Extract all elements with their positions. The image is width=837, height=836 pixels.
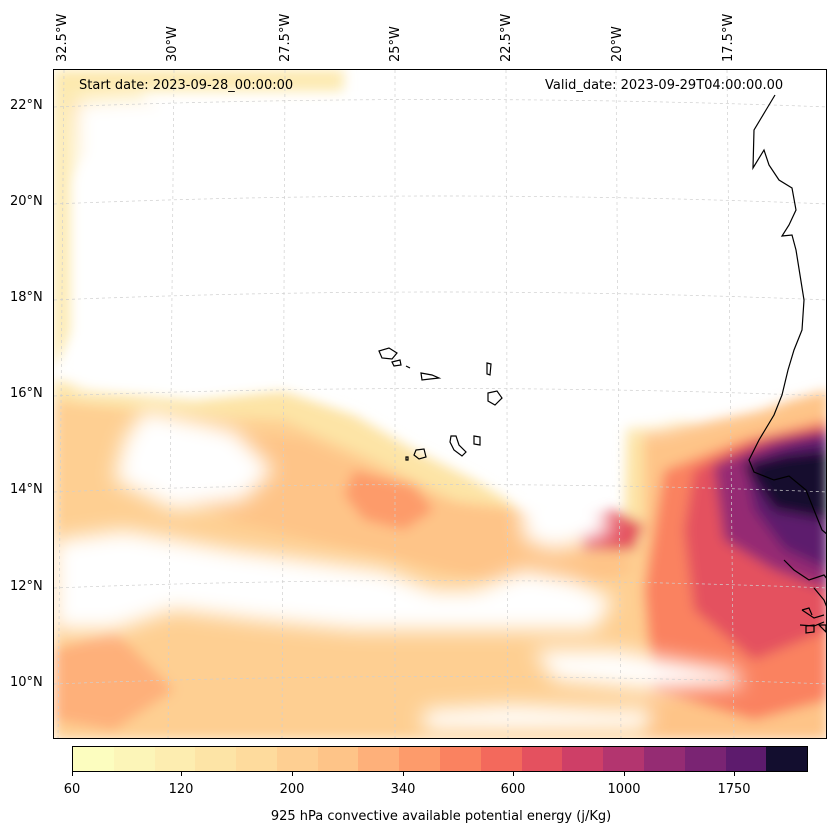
- island-fogo: [413, 448, 427, 460]
- lat-label-12n: 12°N: [10, 579, 43, 594]
- colorbar-bin-6: [317, 747, 359, 771]
- lat-label-14n: 14°N: [10, 482, 43, 497]
- colorbar-tick-1750: 1750: [717, 782, 751, 797]
- bijagos-islands: [801, 607, 826, 634]
- lon-label-17-5w: 17.5°W: [721, 13, 736, 62]
- lat-label-18n: 18°N: [10, 290, 43, 305]
- colorbar-tick-120: 120: [168, 782, 194, 797]
- lat-label-16n: 16°N: [10, 386, 43, 401]
- no-data-band-1: [114, 410, 274, 510]
- colorbar-bin-3: [195, 747, 237, 771]
- no-data-gap-east: [519, 490, 614, 550]
- island-sao-nicolau: [420, 372, 442, 381]
- colorbar-bin-2: [154, 747, 196, 771]
- cape-region-sw: [54, 630, 174, 730]
- lon-label-30w: 30°W: [165, 26, 180, 62]
- colorbar-bin-13: [603, 747, 644, 771]
- colorbar-bin-17: [766, 747, 808, 771]
- graticule: [54, 70, 826, 738]
- colorbar-tick-60: 60: [63, 782, 81, 797]
- island-boa-vista: [487, 390, 503, 406]
- cape-field-svg: [54, 70, 826, 738]
- valid-date-label: Valid_date: 2023-09-29T04:00:00.00: [545, 78, 784, 93]
- lon-label-27-5w: 27.5°W: [278, 13, 293, 62]
- colorbar-bin-5: [276, 747, 318, 771]
- no-data-band-2: [54, 530, 614, 630]
- lon-label-25w: 25°W: [388, 26, 403, 62]
- colorbar-tick-1000: 1000: [607, 782, 641, 797]
- no-data-north: [74, 90, 774, 430]
- colorbar-label: 925 hPa convective available potential e…: [270, 809, 612, 824]
- lat-label-10n: 10°N: [10, 675, 43, 690]
- colorbar-tick-340: 340: [390, 782, 416, 797]
- colorbar-bin-10: [480, 747, 522, 771]
- island-sal: [486, 362, 492, 376]
- colorbar-tickmark: [292, 772, 293, 776]
- colorbar-bin-0: [73, 747, 114, 771]
- colorbar-bin-8: [399, 747, 441, 771]
- colorbar-bin-12: [562, 747, 604, 771]
- map-panel: [53, 69, 827, 739]
- colorbar-bin-4: [236, 747, 277, 771]
- island-santa-luzia: [405, 365, 411, 369]
- colorbar-bin-9: [440, 747, 481, 771]
- island-maio: [473, 435, 481, 446]
- lon-label-32-5w: 32.5°W: [55, 13, 70, 62]
- cape-region-east-max: [744, 450, 826, 520]
- colorbar-tick-600: 600: [500, 782, 526, 797]
- island-santo-antao: [378, 347, 398, 360]
- lat-label-20n: 20°N: [10, 194, 43, 209]
- lon-label-22-5w: 22.5°W: [499, 13, 514, 62]
- island-santiago: [449, 435, 467, 457]
- colorbar-bin-14: [643, 747, 685, 771]
- colorbar-tickmark: [624, 772, 625, 776]
- colorbar-tickmark: [403, 772, 404, 776]
- colorbar-bin-15: [684, 747, 726, 771]
- colorbar-bin-1: [113, 747, 155, 771]
- colorbar-bin-11: [521, 747, 563, 771]
- colorbar-tickmark: [513, 772, 514, 776]
- colorbar-bin-7: [358, 747, 400, 771]
- no-data-band-4: [424, 705, 654, 730]
- colorbar: [72, 746, 808, 772]
- island-brava: [405, 456, 409, 461]
- island-sao-vicente: [391, 359, 402, 367]
- lon-label-20w: 20°W: [610, 26, 625, 62]
- no-data-areas: [54, 90, 774, 730]
- no-data-band-3: [534, 650, 744, 690]
- coast-west-africa-south: [783, 559, 826, 627]
- lat-label-22n: 22°N: [10, 98, 43, 113]
- colorbar-tickmark: [72, 772, 73, 776]
- colorbar-tick-200: 200: [279, 782, 305, 797]
- colorbar-bin-16: [725, 747, 767, 771]
- colorbar-tickmark: [734, 772, 735, 776]
- colorbar-tickmark: [181, 772, 182, 776]
- coastlines: [378, 94, 826, 634]
- start-date-label: Start date: 2023-09-28_00:00:00: [79, 78, 294, 93]
- africa-coastline: [748, 94, 826, 535]
